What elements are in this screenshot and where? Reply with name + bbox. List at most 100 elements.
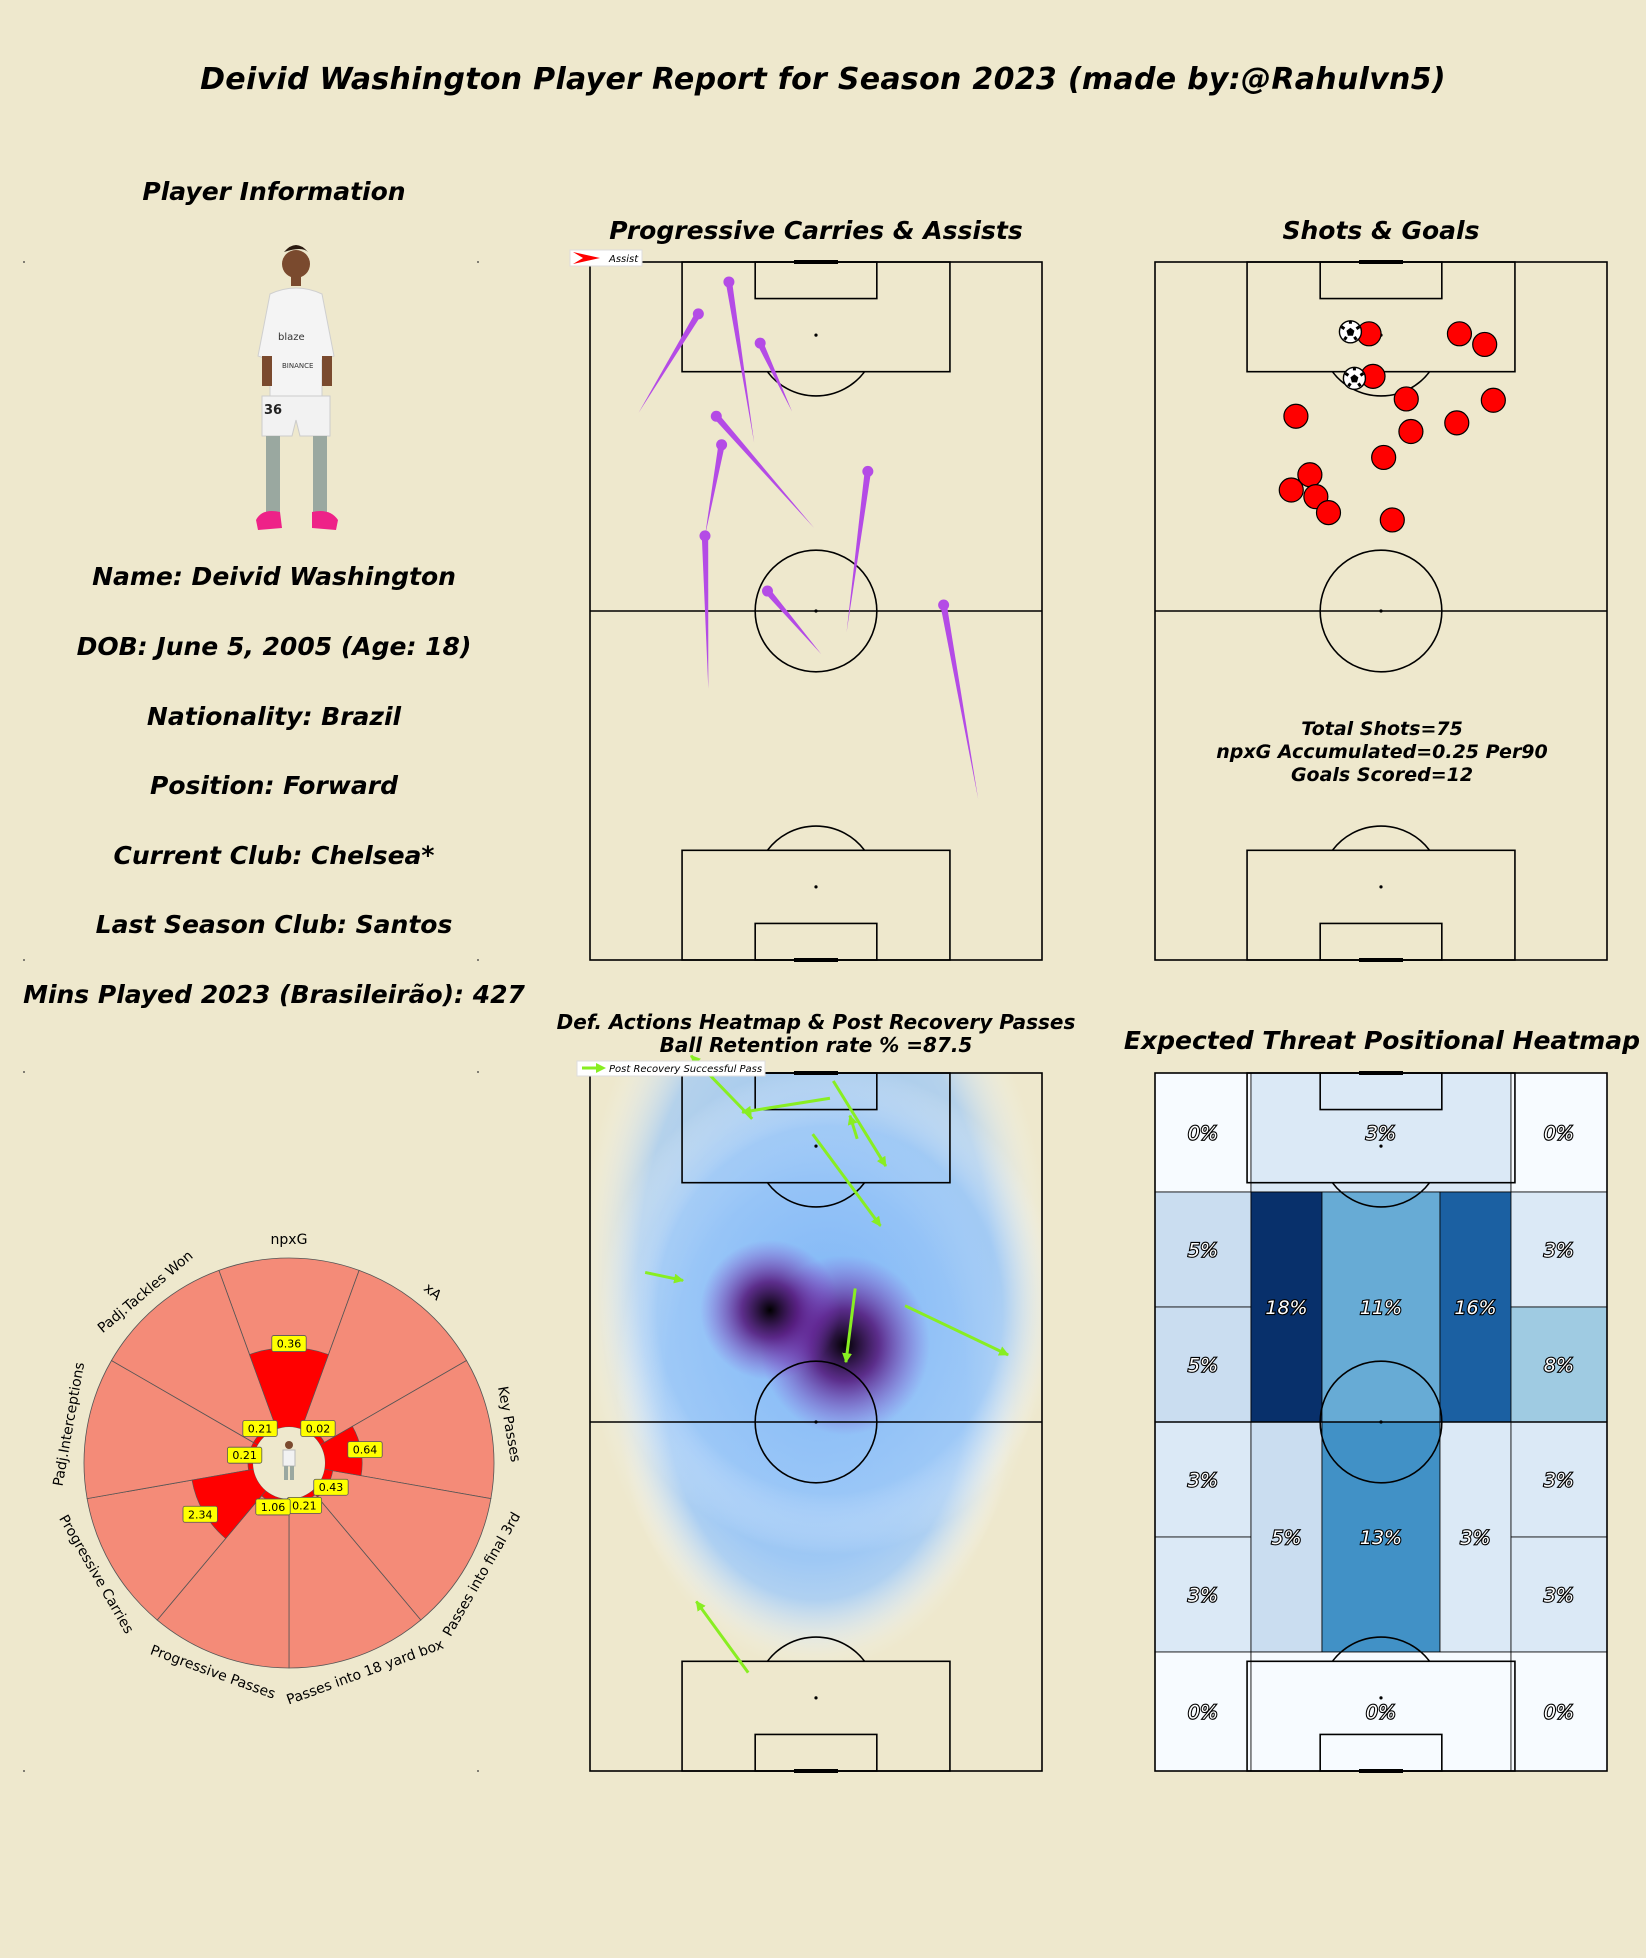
carries-pitch — [589, 260, 1043, 962]
info-minutes: Mins Played 2023 (Brasileirão): 427 — [23, 980, 525, 1009]
xt-pitch — [1154, 1071, 1608, 1773]
player-info-heading: Player Information — [142, 177, 406, 206]
xt-cell — [1154, 1536, 1252, 1653]
shot-marker — [1446, 321, 1473, 347]
assist-legend-label: Assist — [608, 254, 639, 265]
carry-line — [757, 341, 793, 412]
radar-value-label: 0.02 — [300, 1420, 336, 1437]
axis-dots — [23, 261, 479, 1772]
radar-value-label: 0.64 — [347, 1441, 383, 1458]
radar-chart: 0.360.020.640.430.211.062.340.210.21npxG… — [51, 1232, 525, 1708]
npxg-text: npxG Accumulated=0.25 Per90 — [1216, 741, 1548, 763]
xt-cell-label: 0% — [1544, 1702, 1574, 1724]
radar-value-label: 0.21 — [286, 1496, 323, 1514]
xt-cell-label: 3% — [1544, 1585, 1574, 1607]
center-spot — [814, 609, 818, 613]
recovery-pass-arrow — [644, 1270, 685, 1284]
recovery-pass-arrow — [695, 1600, 750, 1674]
carry-line — [725, 281, 755, 443]
page-title: Deivid Washington Player Report for Seas… — [200, 62, 1446, 97]
carry-start-point — [761, 585, 773, 597]
xt-cell — [1250, 1072, 1512, 1193]
penalty-box-bottom — [681, 849, 951, 961]
penalty-arc-bottom — [1331, 825, 1431, 851]
xt-cell-label: 0% — [1188, 1123, 1218, 1145]
penalty-spot-bottom — [814, 885, 818, 889]
penalty-arc-bottom — [1331, 1636, 1431, 1662]
svg-text:0.21: 0.21 — [292, 1499, 317, 1512]
svg-text:36: 36 — [264, 403, 282, 418]
carry-start-point — [710, 410, 722, 422]
info-dob: DOB: June 5, 2005 (Age: 18) — [76, 632, 472, 661]
carry-start-point — [862, 465, 874, 477]
recovery-legend-label: Post Recovery Successful Pass — [609, 1064, 762, 1075]
center-spot — [1379, 609, 1383, 613]
goals-scored-text: Goals Scored=12 — [1291, 764, 1473, 786]
shot-marker — [1393, 386, 1419, 412]
xt-cell — [1154, 1072, 1252, 1193]
penalty-arc-bottom — [766, 1636, 866, 1662]
penalty-spot-bottom — [814, 1696, 818, 1700]
info-position: Position: Forward — [150, 771, 398, 800]
shots-title: Shots & Goals — [1282, 216, 1480, 245]
shot-marker — [1283, 403, 1309, 429]
xt-cell-label: 0% — [1366, 1702, 1396, 1724]
radar-category-label: Padj.Interceptions — [51, 1361, 89, 1487]
xt-cell-label: 13% — [1360, 1527, 1402, 1549]
center-spot — [814, 1420, 818, 1424]
center-circle — [754, 549, 878, 673]
shot-marker — [1444, 410, 1470, 436]
carry-line — [701, 535, 709, 689]
xt-cell — [1250, 1191, 1323, 1423]
recovery-pass-arrow — [832, 1080, 888, 1167]
svg-text:2.34: 2.34 — [188, 1508, 213, 1521]
radar-value-label: 0.36 — [271, 1335, 307, 1352]
info-current-club: Current Club: Chelsea* — [113, 841, 435, 870]
svg-text:BINANCE: BINANCE — [282, 362, 313, 370]
assist-legend-arrow-icon — [573, 252, 600, 264]
carry-start-point — [692, 308, 704, 320]
radar-value-label: 0.21 — [227, 1446, 263, 1464]
recovery-legend: Post Recovery Successful Pass — [576, 1060, 766, 1077]
xt-cell — [1510, 1421, 1608, 1538]
carry-line — [713, 414, 815, 528]
recovery-pass-arrow — [842, 1288, 857, 1364]
info-nationality: Nationality: Brazil — [146, 702, 402, 731]
goal-ball-icon — [1338, 320, 1363, 344]
radar-category-label: npxG — [271, 1232, 308, 1248]
xt-cell-label: 3% — [1460, 1527, 1490, 1549]
shots-layer — [1278, 320, 1506, 533]
xt-cell-label: 16% — [1454, 1297, 1496, 1319]
penalty-spot-top — [1379, 1144, 1383, 1148]
penalty-spot-top — [814, 333, 818, 337]
carry-start-point — [754, 337, 766, 349]
recovery-passes-layer — [644, 1054, 1010, 1674]
xt-cell — [1321, 1191, 1441, 1423]
info-name: Name: Deivid Washington — [92, 562, 456, 591]
defensive-heatmap-density — [590, 1073, 1042, 1670]
xt-cell-label: 3% — [1544, 1470, 1574, 1492]
carry-start-point — [699, 530, 711, 542]
xt-cell-label: 3% — [1188, 1585, 1218, 1607]
carry-line — [704, 444, 725, 536]
xt-cell-label: 0% — [1188, 1702, 1218, 1724]
radar-value-label: 0.43 — [313, 1478, 349, 1496]
radar-value-label: 0.21 — [242, 1420, 278, 1437]
shot-marker — [1480, 387, 1506, 413]
heatmap-pitch — [589, 1071, 1043, 1773]
xt-cell-label: 3% — [1544, 1240, 1574, 1262]
xt-cell — [1250, 1651, 1512, 1772]
penalty-spot-top — [814, 1144, 818, 1148]
penalty-arc-top — [766, 371, 866, 397]
radar-category-label: xA — [420, 1280, 444, 1304]
penalty-spot-bottom — [1379, 885, 1383, 889]
xt-cell-label: 0% — [1544, 1123, 1574, 1145]
shot-marker — [1278, 477, 1304, 503]
xt-title: Expected Threat Positional Heatmap — [1123, 1026, 1641, 1055]
center-circle — [1319, 549, 1443, 673]
carries-layer — [638, 276, 979, 800]
heatmap-subtitle: Ball Retention rate % =87.5 — [659, 1033, 973, 1057]
carry-line — [765, 588, 822, 655]
goal-box-top — [1319, 261, 1443, 300]
